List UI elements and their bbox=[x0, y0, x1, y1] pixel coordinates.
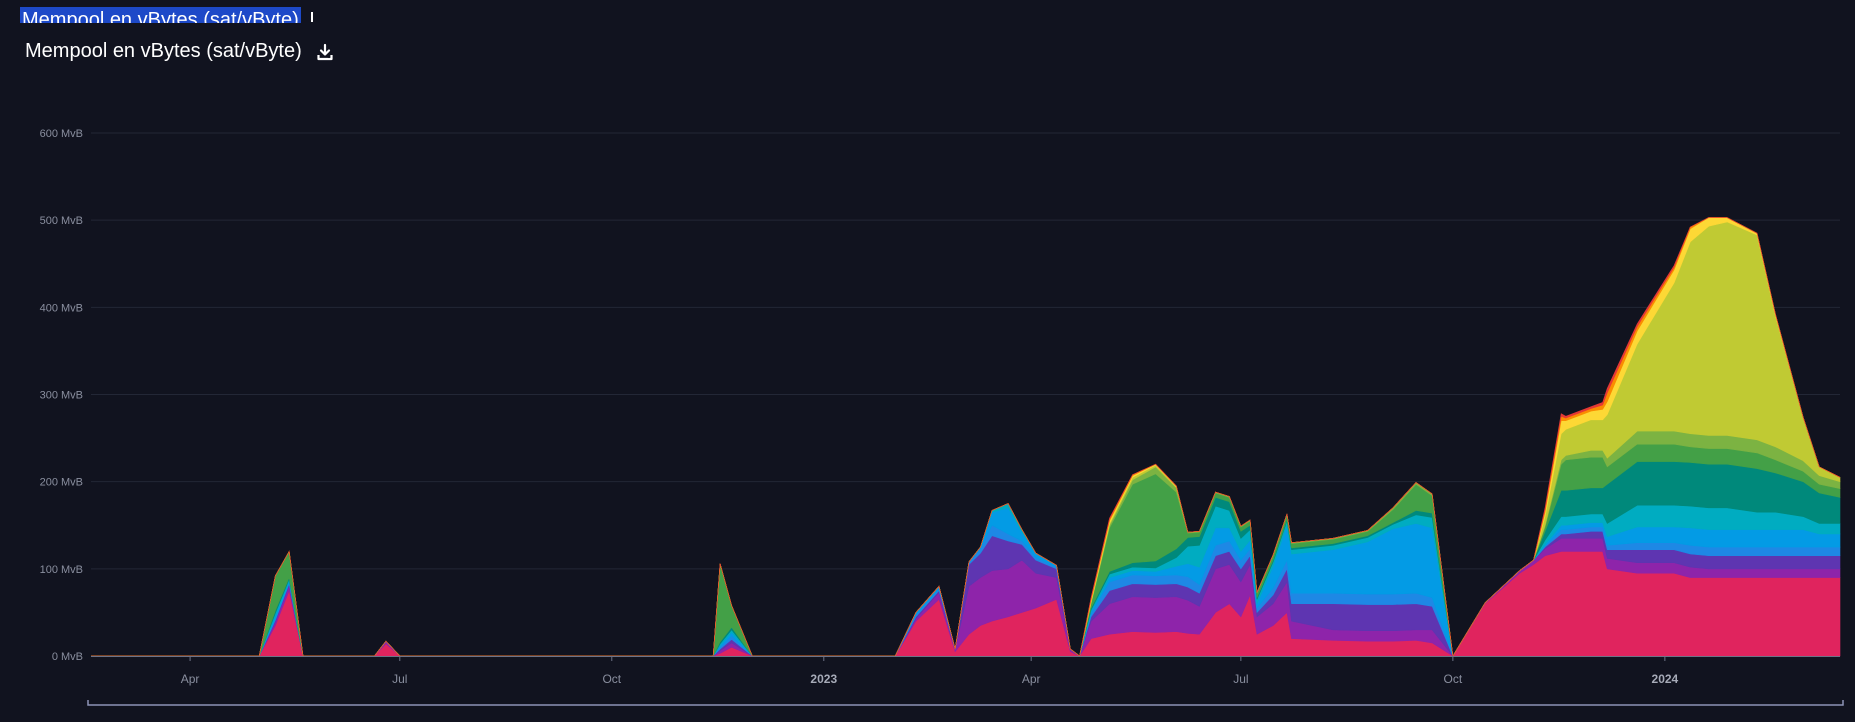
chart-title: Mempool en vBytes (sat/vByte) bbox=[25, 40, 302, 62]
x-tick-label: Oct bbox=[602, 672, 621, 686]
stacked-areas bbox=[91, 217, 1841, 657]
x-tick-label: 2023 bbox=[810, 672, 837, 686]
y-tick-label: 400 MvB bbox=[40, 302, 83, 314]
x-axis: Apr Jul Oct 2023 Apr Jul Oct 2024 bbox=[91, 656, 1840, 686]
y-tick-label: 300 MvB bbox=[40, 390, 83, 402]
y-tick-label: 500 MvB bbox=[40, 215, 83, 227]
ghost-title: Mempool en vBytes (sat/vByte) bbox=[20, 7, 301, 23]
y-tick-label: 600 MvB bbox=[40, 128, 83, 140]
x-tick-label: Oct bbox=[1444, 672, 1463, 686]
zoom-range-bar[interactable] bbox=[87, 700, 1844, 706]
series-area-12 bbox=[91, 217, 1841, 657]
x-tick-label: Apr bbox=[1022, 672, 1041, 686]
chart-header: Mempool en vBytes (sat/vByte) bbox=[25, 40, 334, 63]
y-tick-label: 0 MvB bbox=[52, 651, 83, 663]
zoom-slider[interactable] bbox=[87, 700, 1844, 706]
x-tick-label: Jul bbox=[392, 672, 407, 686]
x-tick-label: Apr bbox=[181, 672, 200, 686]
x-tick-label: 2024 bbox=[1652, 672, 1679, 686]
download-icon[interactable] bbox=[316, 43, 334, 61]
y-tick-label: 100 MvB bbox=[40, 564, 83, 576]
y-axis: 0 MvB 100 MvB 200 MvB 300 MvB 400 MvB 500 MvB… bbox=[40, 128, 83, 663]
ghost-download-icon bbox=[311, 12, 313, 22]
x-tick-label: Jul bbox=[1233, 672, 1248, 686]
y-tick-label: 200 MvB bbox=[40, 477, 83, 489]
